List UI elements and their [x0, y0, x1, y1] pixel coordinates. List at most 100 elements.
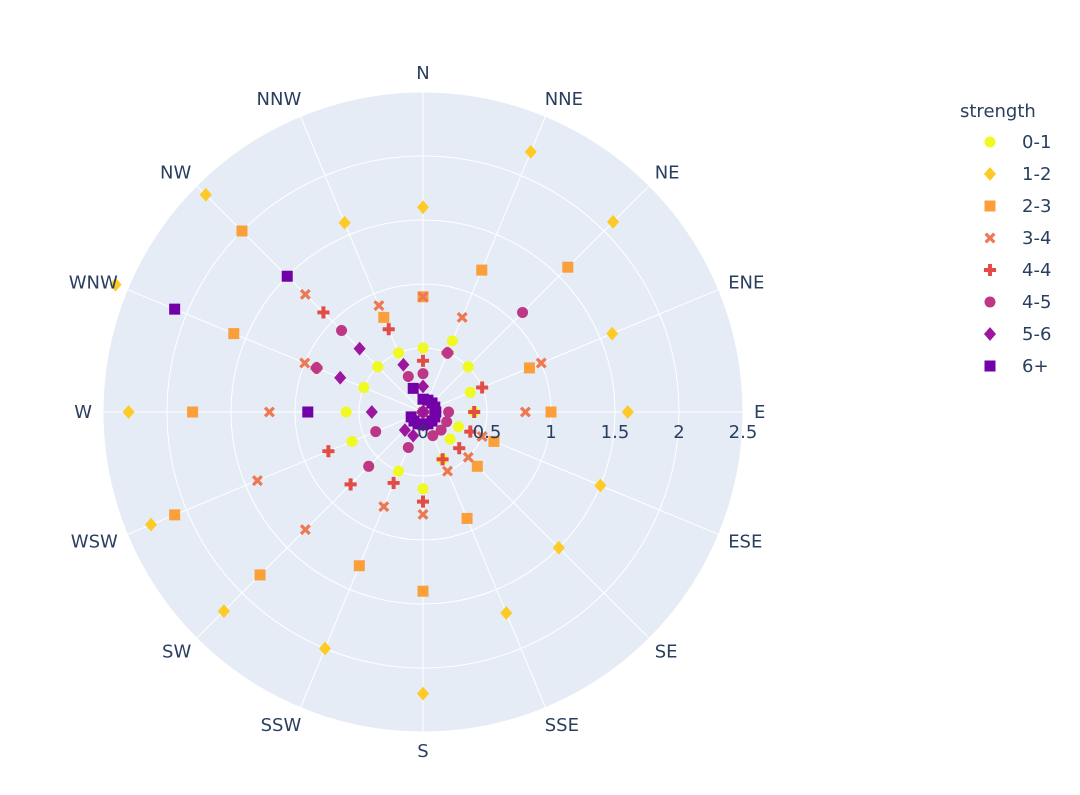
- legend-label: 2-3: [1022, 196, 1051, 217]
- data-point: [122, 405, 135, 419]
- data-point: [402, 441, 414, 453]
- radial-tick-label: 2: [673, 422, 684, 443]
- data-point: [169, 303, 181, 315]
- data-point: [382, 323, 395, 336]
- radial-tick-label: 2.5: [729, 422, 758, 443]
- direction-label: NNE: [545, 89, 583, 110]
- data-point: [471, 460, 483, 472]
- data-point: [373, 300, 385, 312]
- data-point: [334, 370, 347, 385]
- data-point: [444, 433, 456, 445]
- data-point: [476, 381, 489, 394]
- data-point: [417, 483, 429, 495]
- data-point: [187, 406, 199, 418]
- data-point: [318, 641, 332, 656]
- legend-label: 6+: [1022, 356, 1049, 377]
- angular-gridline: [196, 185, 424, 413]
- legend-marker: [983, 167, 997, 181]
- data-point: [417, 291, 429, 303]
- legend-item[interactable]: 3-4: [984, 228, 1052, 249]
- legend-item[interactable]: 4-5: [984, 292, 1052, 313]
- data-point: [427, 430, 439, 442]
- legend-title: strength: [960, 101, 1036, 122]
- direction-label: ENE: [728, 272, 764, 293]
- data-point: [254, 569, 266, 581]
- data-point: [621, 405, 634, 419]
- data-point: [322, 445, 335, 458]
- radial-tick-label: 1.5: [601, 422, 630, 443]
- data-point: [488, 435, 500, 447]
- data-point: [365, 405, 378, 419]
- data-point: [302, 406, 314, 418]
- data-point: [443, 406, 455, 418]
- radial-tick-label: 0: [417, 422, 428, 443]
- data-point: [344, 478, 357, 491]
- legend-item[interactable]: 4-4: [983, 260, 1051, 281]
- legend-item[interactable]: 1-2: [983, 164, 1051, 185]
- data-point: [405, 411, 417, 423]
- data-point: [299, 288, 311, 300]
- data-point: [417, 368, 429, 380]
- data-point: [462, 361, 474, 373]
- data-point: [456, 311, 468, 323]
- data-point: [417, 508, 429, 520]
- data-point: [281, 270, 293, 282]
- data-point: [436, 453, 449, 466]
- data-point: [417, 342, 429, 354]
- data-point: [353, 560, 365, 572]
- legend-item[interactable]: 2-3: [984, 196, 1052, 217]
- legend-marker: [984, 200, 996, 212]
- data-point: [545, 406, 557, 418]
- radial-tick-label: 0.5: [473, 422, 502, 443]
- data-point: [340, 406, 352, 418]
- data-point: [416, 686, 430, 701]
- data-point: [299, 357, 311, 369]
- data-point: [461, 512, 473, 524]
- legend-marker: [984, 136, 996, 148]
- data-point: [562, 261, 574, 273]
- direction-label: NW: [160, 162, 191, 183]
- data-point: [606, 326, 619, 341]
- legend-label: 4-4: [1022, 260, 1051, 281]
- legend-marker: [984, 296, 996, 308]
- data-point: [263, 406, 275, 418]
- data-point: [393, 465, 405, 477]
- direction-label: WNW: [69, 272, 118, 293]
- data-point: [358, 382, 370, 394]
- legend-item[interactable]: 6+: [984, 356, 1049, 377]
- direction-label: SW: [162, 642, 191, 663]
- legend-item[interactable]: 0-1: [984, 132, 1052, 153]
- angular-gridline: [422, 116, 546, 413]
- data-point: [311, 362, 323, 374]
- radial-tick-label: 1: [545, 422, 556, 443]
- data-point: [417, 585, 429, 597]
- data-point: [407, 382, 419, 394]
- data-point: [462, 451, 474, 463]
- legend-item[interactable]: 5-6: [983, 324, 1051, 345]
- legend-marker: [983, 263, 997, 277]
- data-point: [441, 347, 453, 359]
- direction-label: S: [417, 741, 428, 762]
- radial-axis-labels: 0 0.5 1 1.5 2 2.5: [417, 422, 757, 443]
- data-point: [236, 225, 248, 237]
- direction-label: NNW: [257, 89, 302, 110]
- data-point: [370, 426, 382, 438]
- data-point: [251, 475, 263, 487]
- direction-label: WSW: [71, 532, 118, 553]
- data-point: [353, 341, 366, 356]
- data-point: [517, 306, 529, 318]
- data-point: [372, 361, 384, 373]
- data-point: [199, 187, 212, 202]
- data-point: [535, 357, 547, 369]
- legend-label: 0-1: [1022, 132, 1051, 153]
- data-point: [416, 379, 430, 394]
- data-point: [416, 200, 430, 215]
- direction-label: W: [74, 402, 92, 423]
- data-point: [144, 517, 158, 532]
- data-point: [393, 347, 405, 359]
- direction-label: E: [754, 402, 765, 423]
- direction-label: SE: [655, 642, 678, 663]
- data-point: [468, 405, 481, 419]
- data-point: [441, 416, 453, 428]
- data-point: [387, 476, 400, 490]
